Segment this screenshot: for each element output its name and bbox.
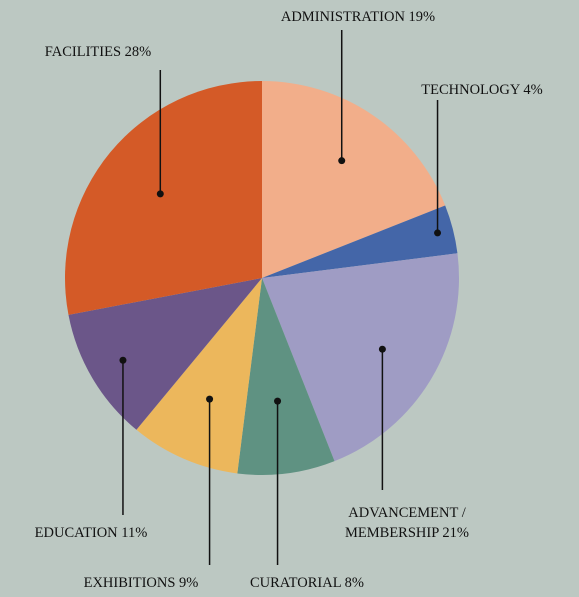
slice-label: FACILITIES 28%	[0, 42, 198, 62]
category-label: ADVANCEMENT / MEMBERSHIP	[345, 505, 466, 541]
leader-dot	[434, 229, 442, 237]
pie-slice	[262, 81, 446, 278]
pie-slice	[237, 278, 335, 475]
pie-slice	[64, 81, 262, 315]
slice-label: ADMINISTRATION 19%	[238, 7, 478, 27]
category-label: CURATORIAL	[249, 575, 342, 591]
value-label: 19%	[408, 9, 436, 25]
leader-dot	[338, 157, 346, 165]
category-label: FACILITIES	[44, 44, 122, 60]
category-label: TECHNOLOGY	[421, 82, 520, 98]
value-label: 9%	[179, 575, 199, 591]
leader-dot	[119, 356, 127, 364]
leader-dot	[206, 395, 214, 403]
slice-label: EDUCATION 11%	[0, 523, 191, 543]
slice-label: ADVANCEMENT / MEMBERSHIP 21%	[327, 503, 487, 543]
value-label: 21%	[442, 525, 469, 541]
value-label: 4%	[523, 82, 543, 98]
leader-dot	[378, 345, 386, 353]
value-label: 8%	[344, 575, 364, 591]
leader-dot	[156, 190, 164, 198]
leader-dot	[274, 397, 282, 405]
pie-slice	[262, 253, 459, 462]
slice-label: EXHIBITIONS 9%	[41, 573, 241, 593]
slice-label: TECHNOLOGY 4%	[382, 80, 579, 100]
pie-slice	[68, 278, 262, 430]
pie-slice	[136, 278, 262, 474]
value-label: 28%	[124, 44, 152, 60]
pie-slice	[262, 205, 458, 278]
slice-label: CURATORIAL 8%	[207, 573, 407, 593]
category-label: EXHIBITIONS	[83, 575, 176, 591]
value-label: 11%	[121, 525, 148, 541]
category-label: ADMINISTRATION	[280, 9, 405, 25]
category-label: EDUCATION	[34, 525, 118, 541]
